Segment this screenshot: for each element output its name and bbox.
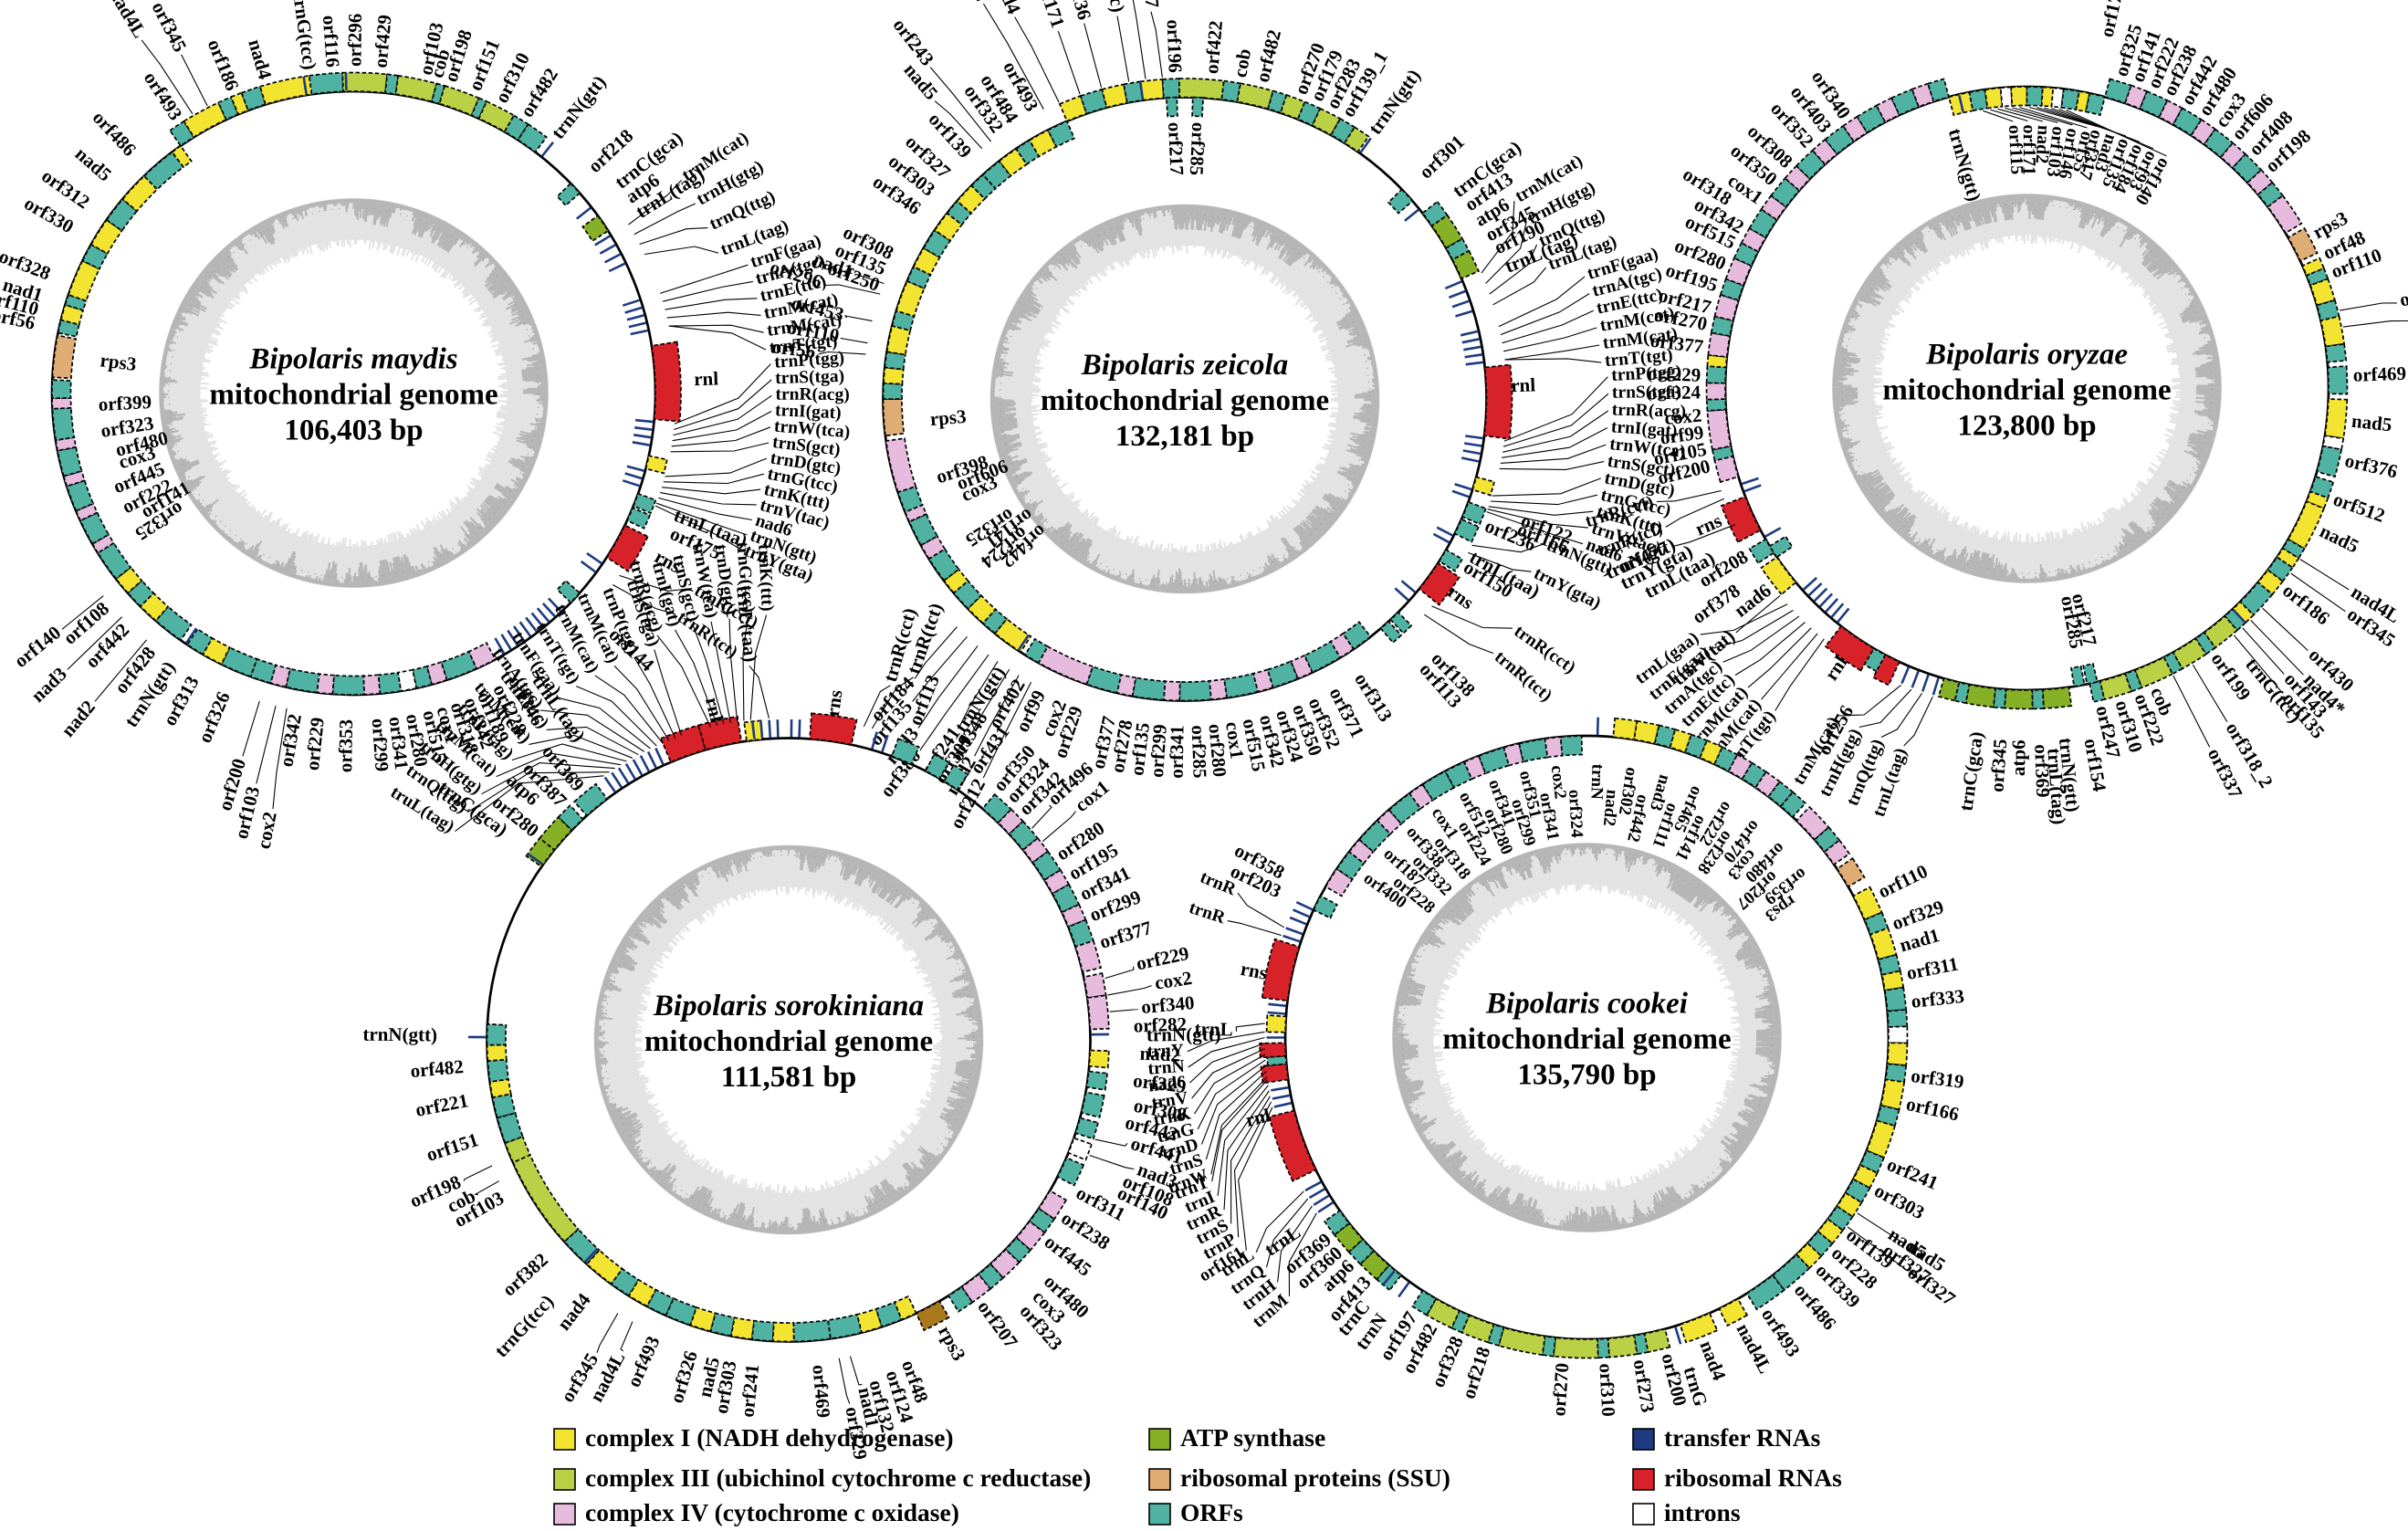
svg-text:trnN(gtt): trnN(gtt) [362, 1023, 437, 1046]
svg-text:complex I (NADH dehydrogenase): complex I (NADH dehydrogenase) [585, 1423, 954, 1452]
svg-text:mitochondrial genome: mitochondrial genome [1882, 374, 2171, 407]
svg-text:111,581 bp: 111,581 bp [721, 1061, 857, 1094]
svg-text:orf469: orf469 [808, 1364, 834, 1419]
svg-text:complex IV (cytochrome c oxida: complex IV (cytochrome c oxidase) [585, 1498, 959, 1526]
svg-text:ribosomal RNAs: ribosomal RNAs [1664, 1463, 1842, 1492]
svg-text:trnL: trnL [1194, 1018, 1232, 1041]
svg-text:rps3: rps3 [929, 405, 968, 430]
svg-text:orf285: orf285 [1186, 121, 1210, 175]
svg-text:135,790 bp: 135,790 bp [1517, 1059, 1656, 1092]
svg-text:mitochondrial genome: mitochondrial genome [644, 1025, 933, 1058]
svg-text:nad5: nad5 [2350, 410, 2393, 436]
svg-text:atp6: atp6 [2007, 739, 2030, 776]
svg-text:rps3: rps3 [99, 349, 137, 375]
svg-text:orf341: orf341 [1166, 725, 1188, 779]
svg-text:rnl: rnl [694, 367, 719, 390]
svg-text:orf196: orf196 [1163, 19, 1187, 73]
svg-text:Bipolaris oryzae: Bipolaris oryzae [1925, 339, 2128, 372]
svg-text:orf116: orf116 [319, 15, 344, 68]
svg-text:trnK(ttt): trnK(ttt) [754, 543, 777, 612]
svg-text:ATP synthase: ATP synthase [1180, 1423, 1325, 1452]
svg-text:ribosomal proteins (SSU): ribosomal proteins (SSU) [1180, 1463, 1450, 1492]
svg-text:132,181 bp: 132,181 bp [1115, 420, 1254, 453]
svg-text:orf324: orf324 [1565, 789, 1586, 838]
svg-text:transfer RNAs: transfer RNAs [1664, 1423, 1821, 1452]
svg-text:orf422: orf422 [1200, 20, 1227, 75]
svg-text:rns: rns [822, 688, 847, 718]
svg-text:orf229: orf229 [1648, 362, 1701, 386]
svg-text:orf310: orf310 [1595, 1363, 1619, 1418]
svg-text:orf296: orf296 [343, 14, 366, 68]
svg-text:complex III (ubichinol cytochr: complex III (ubichinol cytochrome c redu… [585, 1463, 1091, 1492]
svg-text:orf399: orf399 [98, 391, 152, 415]
svg-text:Bipolaris maydis: Bipolaris maydis [248, 343, 457, 376]
svg-text:cox2: cox2 [1663, 404, 1702, 429]
svg-text:orf353: orf353 [334, 719, 357, 773]
svg-text:mitochondrial genome: mitochondrial genome [1041, 384, 1329, 417]
svg-text:Bipolaris cookei: Bipolaris cookei [1485, 988, 1689, 1021]
svg-text:ORFs: ORFs [1180, 1498, 1243, 1526]
svg-text:orf340: orf340 [1140, 991, 1195, 1018]
svg-text:rnl: rnl [1511, 373, 1536, 396]
svg-text:Bipolaris zeicola: Bipolaris zeicola [1081, 349, 1288, 382]
svg-text:orf270: orf270 [1547, 1362, 1573, 1417]
svg-text:123,800 bp: 123,800 bp [1957, 410, 2096, 443]
svg-text:mitochondrial genome: mitochondrial genome [209, 379, 497, 412]
svg-text:trnY: trnY [1146, 1041, 1184, 1061]
svg-text:Bipolaris sorokiniana: Bipolaris sorokiniana [653, 990, 924, 1022]
svg-text:mitochondrial genome: mitochondrial genome [1442, 1023, 1731, 1056]
svg-text:orf429: orf429 [370, 14, 396, 68]
svg-text:orf482: orf482 [410, 1055, 465, 1082]
svg-text:orf217: orf217 [1164, 121, 1188, 175]
svg-text:orf469: orf469 [2352, 362, 2406, 386]
svg-text:introns: introns [1664, 1498, 1741, 1526]
svg-text:106,403 bp: 106,403 bp [284, 414, 423, 447]
